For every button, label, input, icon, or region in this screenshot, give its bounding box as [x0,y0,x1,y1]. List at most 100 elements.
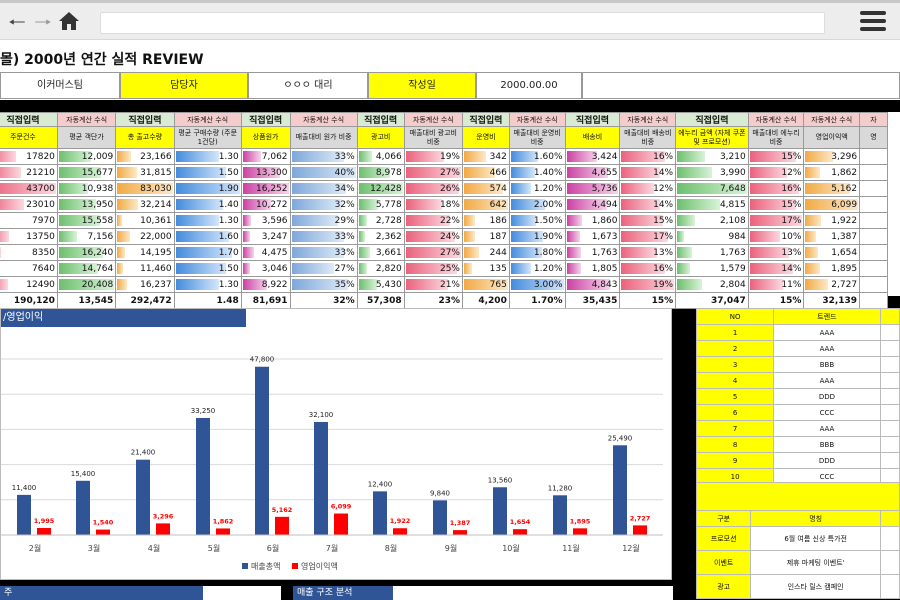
table-cell[interactable]: 1.50 [173,260,242,277]
table-cell[interactable]: 10,938 [56,180,117,197]
table-cell[interactable]: 21210 [0,164,58,181]
table-cell[interactable]: 14% [747,260,805,277]
table-cell[interactable]: 16,240 [56,244,117,261]
table-cell[interactable]: 17% [619,228,677,245]
table-cell[interactable]: 31,815 [115,164,175,181]
table-cell[interactable]: 13,300 [240,164,291,181]
side-table-cell[interactable]: 6월 여름 신상 특가전 [750,526,881,551]
table-cell[interactable]: 10% [747,228,805,245]
table-cell[interactable]: 23,166 [115,148,175,165]
table-cell[interactable]: 27% [403,164,464,181]
side-table-cell[interactable]: CCC [773,404,881,421]
table-cell[interactable]: 3,210 [675,148,749,165]
table-cell[interactable]: 1,654 [803,244,861,261]
table-cell[interactable]: 12% [619,180,677,197]
table-cell[interactable]: 4,494 [564,196,621,213]
table-cell[interactable]: 3,596 [240,212,291,229]
table-cell[interactable]: 2,820 [356,260,405,277]
side-table-cell[interactable]: DDD [773,388,881,405]
table-cell[interactable]: 23010 [0,196,58,213]
table-cell[interactable]: 15% [747,148,805,165]
table-cell[interactable]: 22% [403,212,464,229]
side-table-cell[interactable]: 프로모션 [695,526,752,551]
table-cell[interactable]: 13% [619,244,677,261]
table-cell[interactable]: 3,247 [240,228,291,245]
table-cell[interactable]: 14,195 [115,244,175,261]
table-cell[interactable]: 17% [747,212,805,229]
table-cell[interactable]: 16% [747,180,805,197]
table-cell[interactable]: 8350 [0,244,58,261]
table-cell[interactable]: 5,430 [356,276,405,293]
table-cell[interactable]: 187 [462,228,510,245]
table-cell[interactable]: 25% [403,260,464,277]
table-cell[interactable]: 574 [462,180,510,197]
table-cell[interactable]: 14% [619,196,677,213]
table-cell[interactable]: 5,778 [356,196,405,213]
table-cell[interactable]: 8,978 [356,164,405,181]
hamburger-menu-icon[interactable] [860,11,886,33]
table-cell[interactable]: 29% [289,212,358,229]
table-cell[interactable]: 7640 [0,260,58,277]
side-table-cell[interactable]: BBB [773,436,881,453]
table-cell[interactable]: 1,579 [675,260,749,277]
table-cell[interactable]: 16% [619,148,677,165]
table-cell[interactable]: 15,677 [56,164,117,181]
table-cell[interactable]: 1.90 [173,180,242,197]
table-cell[interactable]: 1,763 [675,244,749,261]
table-cell[interactable]: 20,408 [56,276,117,293]
table-cell[interactable]: 1.50% [508,212,566,229]
table-cell[interactable]: 1,922 [803,212,861,229]
side-table-cell[interactable]: 10 [695,468,775,485]
side-table-cell[interactable]: 이벤트 [695,550,752,575]
table-cell[interactable]: 33% [289,148,358,165]
table-cell[interactable]: 342 [462,148,510,165]
table-cell[interactable]: 5,736 [564,180,621,197]
table-cell[interactable]: 765 [462,276,510,293]
table-cell[interactable]: 14,764 [56,260,117,277]
table-cell[interactable]: 3.00% [508,276,566,293]
table-cell[interactable]: 1.50 [173,164,242,181]
table-cell[interactable]: 34% [289,180,358,197]
side-table-cell[interactable]: 6 [695,404,775,421]
table-cell[interactable]: 33% [289,228,358,245]
side-table-cell[interactable]: DDD [773,452,881,469]
table-cell[interactable]: 21% [403,276,464,293]
table-cell[interactable]: 1.90% [508,228,566,245]
table-cell[interactable]: 7970 [0,212,58,229]
table-cell[interactable]: 12,428 [356,180,405,197]
table-cell[interactable]: 16,252 [240,180,291,197]
table-cell[interactable]: 4,843 [564,276,621,293]
table-cell[interactable]: 14% [619,164,677,181]
table-cell[interactable]: 8,922 [240,276,291,293]
side-table-cell[interactable]: BBB [773,356,881,373]
table-cell[interactable]: 83,030 [115,180,175,197]
side-table-cell[interactable]: 8 [695,436,775,453]
table-cell[interactable]: 3,046 [240,260,291,277]
side-table-cell[interactable]: AAA [773,340,881,357]
table-cell[interactable]: 2,728 [356,212,405,229]
table-cell[interactable]: 3,661 [356,244,405,261]
table-cell[interactable]: 244 [462,244,510,261]
table-cell[interactable]: 26% [403,180,464,197]
table-cell[interactable]: 1.80% [508,244,566,261]
table-cell[interactable]: 15,558 [56,212,117,229]
table-cell[interactable]: 4,655 [564,164,621,181]
side-table-cell[interactable]: AAA [773,420,881,437]
side-table-cell[interactable]: 7 [695,420,775,437]
side-table-cell[interactable]: AAA [773,324,881,341]
table-cell[interactable]: 1,805 [564,260,621,277]
table-cell[interactable]: 1,895 [803,260,861,277]
side-table-cell[interactable]: 4 [695,372,775,389]
table-cell[interactable]: 984 [675,228,749,245]
side-table-cell[interactable]: 9 [695,452,775,469]
table-cell[interactable]: 13750 [0,228,58,245]
table-cell[interactable]: 4,066 [356,148,405,165]
forward-arrow-icon[interactable]: 🠒 [34,10,52,34]
table-cell[interactable]: 24% [403,228,464,245]
table-cell[interactable]: 1.70 [173,244,242,261]
table-cell[interactable]: 22,000 [115,228,175,245]
table-cell[interactable]: 7,648 [675,180,749,197]
side-table-cell[interactable]: 제휴 마케팅 이벤트' [750,550,881,575]
table-cell[interactable]: 1,763 [564,244,621,261]
side-table-cell[interactable]: AAA [773,372,881,389]
